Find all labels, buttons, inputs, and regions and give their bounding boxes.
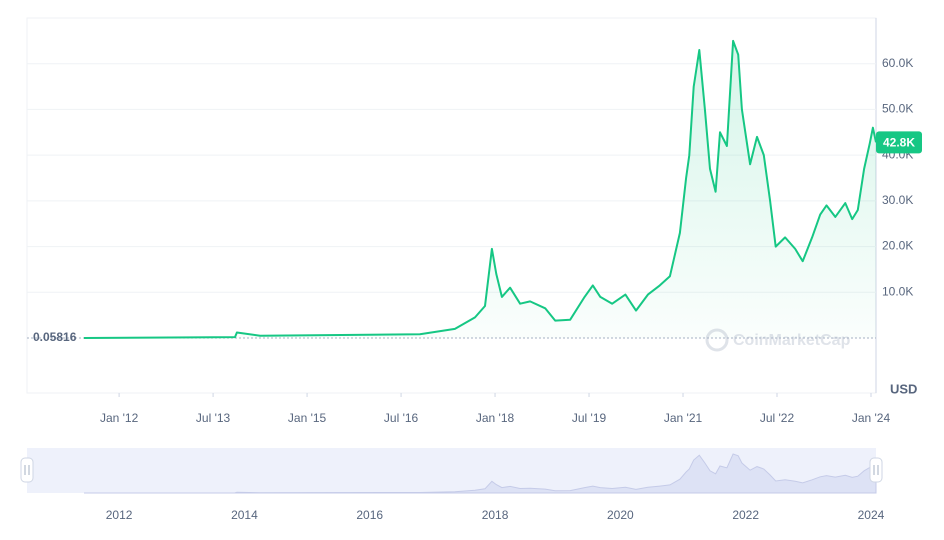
x-tick-label: Jan '15 (288, 411, 327, 425)
x-tick-label: Jan '18 (476, 411, 515, 425)
navigator-tick-label: 2016 (356, 508, 383, 522)
plot (27, 39, 877, 339)
x-tick-label: Jul '16 (384, 411, 419, 425)
navigator-tick-label: 2014 (231, 508, 258, 522)
x-tick-label: Jul '19 (572, 411, 607, 425)
y-tick-label: 10.0K (882, 284, 913, 298)
y-tick-label: 50.0K (882, 102, 913, 116)
watermark-text: CoinMarketCap (733, 332, 851, 349)
price-line (83, 39, 877, 339)
navigator-tick-label: 2018 (482, 508, 509, 522)
y-axis-unit: USD (890, 381, 917, 396)
navigator-handle[interactable] (869, 457, 883, 483)
x-tick-label: Jul '22 (760, 411, 795, 425)
navigator-tick-label: 2020 (607, 508, 634, 522)
navigator-area (83, 453, 877, 494)
y-tick-label: 30.0K (882, 193, 913, 207)
y-tick-label: 60.0K (882, 56, 913, 70)
watermark: CoinMarketCap (705, 328, 851, 352)
navigator-tick-label: 2022 (732, 508, 759, 522)
price-area (84, 40, 876, 339)
navigator-handle[interactable] (20, 457, 34, 483)
navigator-tick-label: 2024 (858, 508, 885, 522)
navigator-series (83, 453, 877, 494)
navigator-tick-label: 2012 (106, 508, 133, 522)
price-tag (876, 131, 922, 154)
x-tick-label: Jan '12 (100, 411, 139, 425)
x-tick-label: Jan '24 (852, 411, 891, 425)
x-tick-label: Jul '13 (196, 411, 231, 425)
y-tick-label: 20.0K (882, 239, 913, 253)
x-tick-label: Jan '21 (664, 411, 703, 425)
price-tag-label: 42.8K (883, 136, 915, 150)
start-price-label: 0.05816 (33, 330, 77, 344)
watermark-icon (705, 328, 729, 352)
